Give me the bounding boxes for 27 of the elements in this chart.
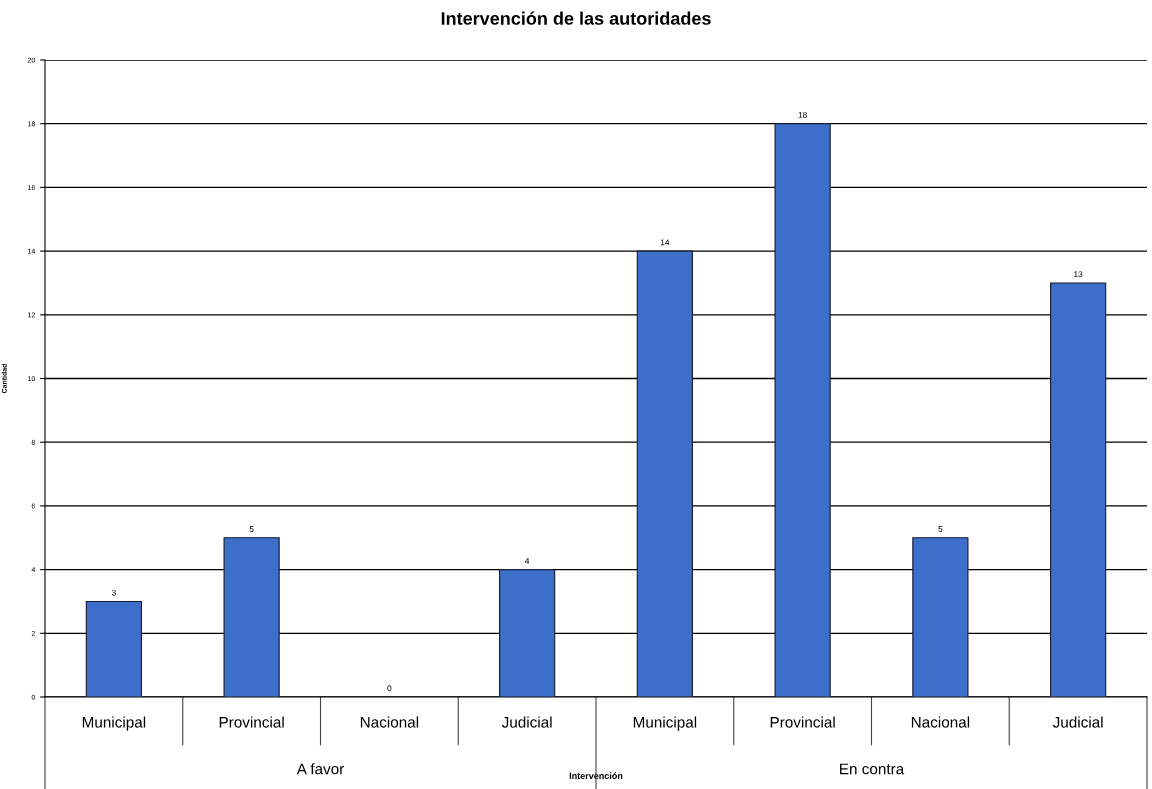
bar <box>636 250 693 697</box>
text: A favor <box>296 763 345 775</box>
data-label: 18 <box>798 111 807 118</box>
x-tick-label: Nacional <box>360 716 419 728</box>
chart-title: Intervención de las autoridades <box>441 11 711 25</box>
x-tick-label: Provincial <box>770 716 835 728</box>
x-tick-label: Provincial <box>219 716 284 728</box>
x-tick-label: Judicial <box>1052 716 1103 728</box>
bar <box>223 537 280 697</box>
bar <box>1050 282 1107 697</box>
data-label: 13 <box>1074 271 1083 278</box>
data-label: 5 <box>938 526 943 532</box>
text: En contra <box>840 763 905 775</box>
data-label: 4 <box>525 557 530 564</box>
x-axis-title: Intervención <box>569 772 623 779</box>
data-label: 5 <box>249 526 254 532</box>
data-label: 14 <box>660 239 670 246</box>
bar <box>499 569 556 697</box>
x-tick-label: Nacional <box>911 716 970 728</box>
x-tick-label: Municipal <box>633 716 697 731</box>
bar <box>85 600 142 697</box>
x-tick-label: Judicial <box>501 716 552 728</box>
bar <box>774 123 831 697</box>
x-tick-label: Municipal <box>82 716 146 731</box>
data-label: 3 <box>111 589 116 596</box>
bar <box>912 537 969 697</box>
data-label: 0 <box>387 685 392 692</box>
